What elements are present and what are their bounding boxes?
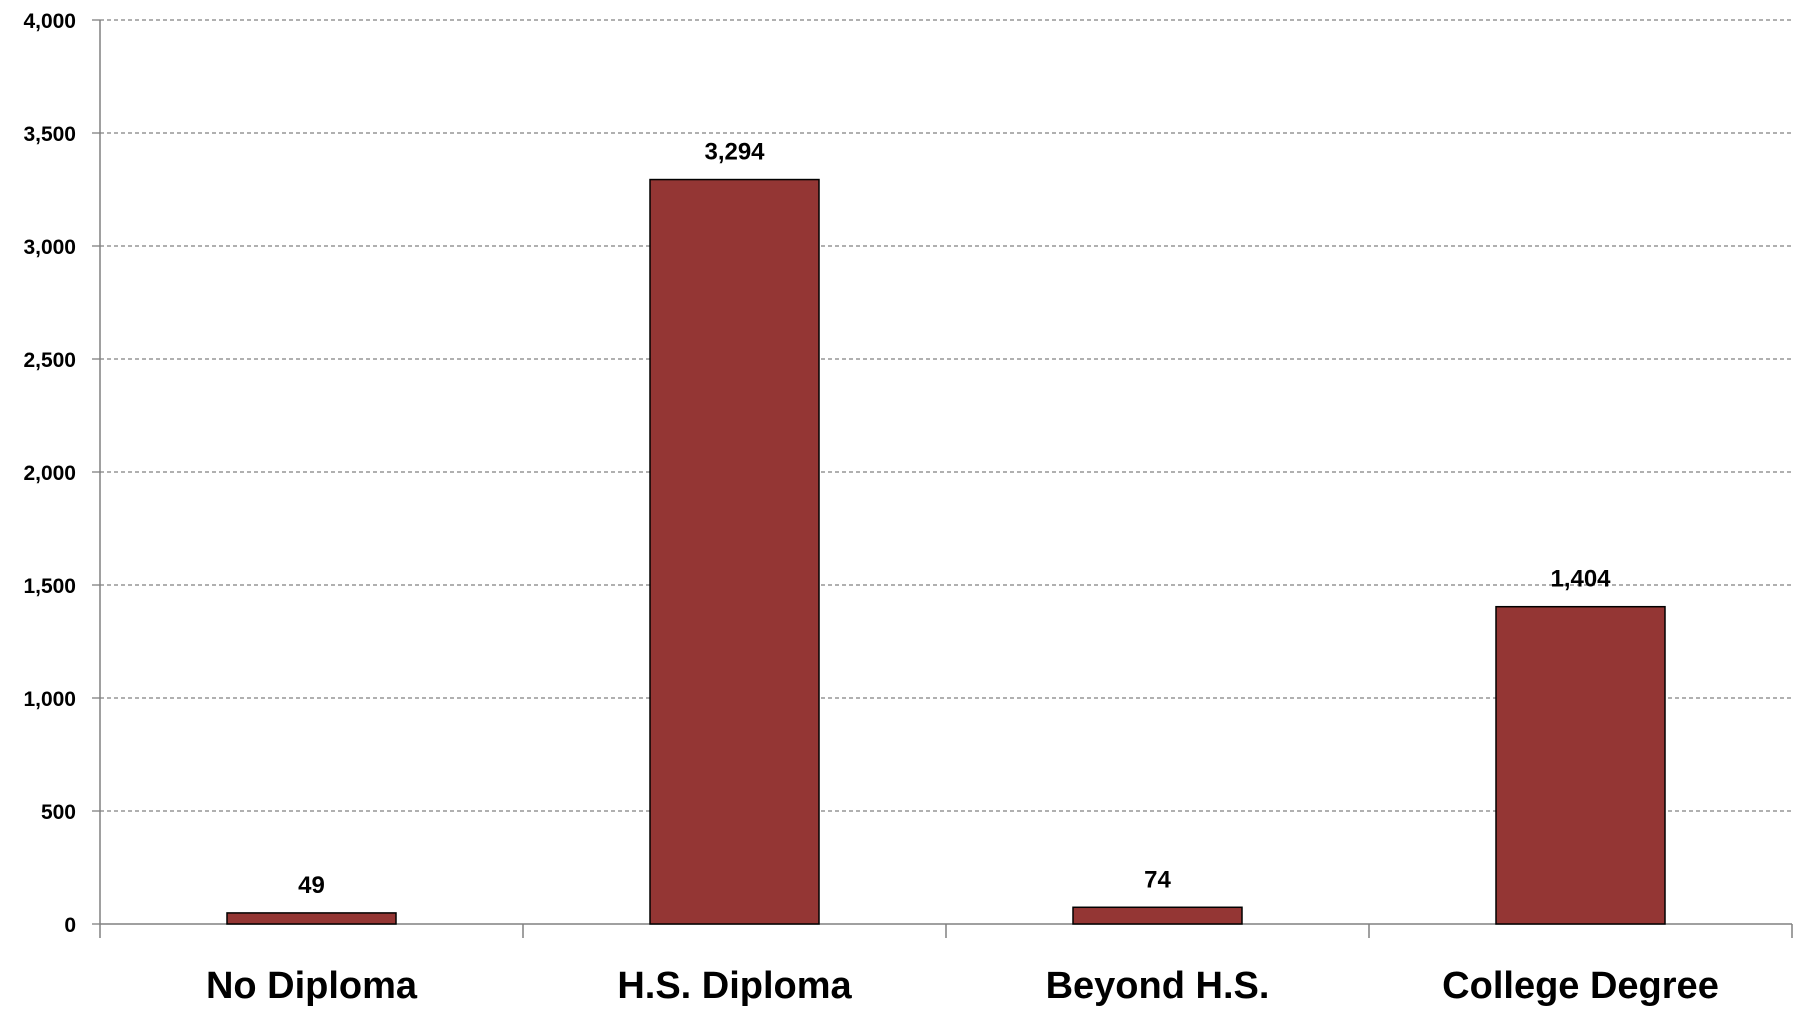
data-label: 3,294 — [704, 139, 765, 166]
y-tick-label: 2,500 — [23, 349, 76, 372]
x-category-label: College Degree — [1442, 965, 1719, 1007]
x-category-label: No Diploma — [206, 965, 418, 1007]
labels: 0 500 1,000 1,500 2,000 2,500 3,000 3,500 4,000 4… — [23, 10, 1718, 1007]
bar — [226, 912, 397, 925]
bars — [226, 178, 1666, 925]
x-category-label: Beyond H.S. — [1046, 965, 1270, 1007]
y-tick-label: 0 — [64, 914, 76, 937]
y-tick-label: 2,000 — [23, 462, 76, 485]
data-label: 49 — [298, 872, 325, 899]
bar — [1072, 906, 1243, 925]
y-tick-label: 3,500 — [23, 123, 76, 146]
y-tick-label: 3,000 — [23, 236, 76, 259]
data-label: 1,404 — [1550, 566, 1611, 593]
bar — [649, 178, 820, 925]
y-tick-label: 1,500 — [23, 575, 76, 598]
data-label: 74 — [1144, 866, 1171, 893]
y-tick-label: 4,000 — [23, 10, 76, 33]
y-tick-label: 1,000 — [23, 688, 76, 711]
bar — [1495, 605, 1666, 925]
y-tick-label: 500 — [41, 801, 76, 824]
x-category-label: H.S. Diploma — [617, 965, 852, 1007]
